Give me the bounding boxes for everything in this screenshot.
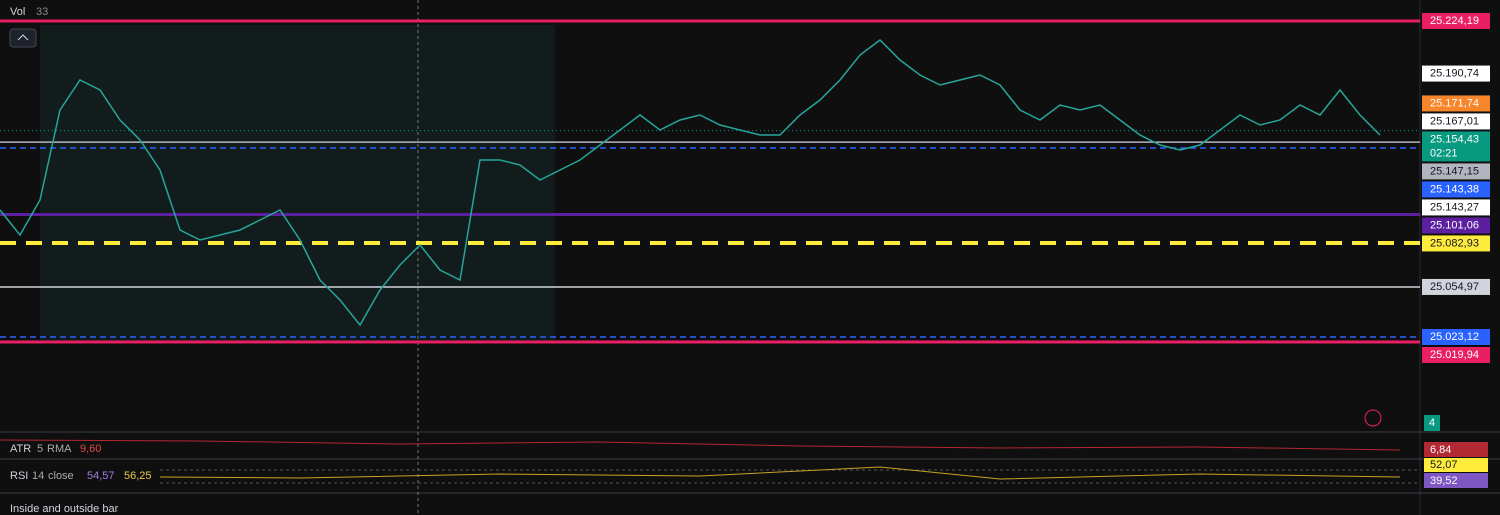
volume-axis-label: 4 bbox=[1429, 417, 1435, 429]
price-axis-label: 25.101,06 bbox=[1430, 219, 1479, 231]
vol-label: Vol bbox=[10, 6, 25, 18]
price-axis-label: 25.082,93 bbox=[1430, 237, 1479, 249]
price-axis-label: 25.054,97 bbox=[1430, 281, 1479, 293]
price-axis-badge bbox=[1422, 131, 1490, 162]
price-axis-badge bbox=[1422, 163, 1490, 180]
atr-length: 5 bbox=[37, 443, 43, 455]
price-axis-label: 25.023,12 bbox=[1430, 331, 1479, 343]
price-axis-badge bbox=[1422, 181, 1490, 198]
price-axis-badge bbox=[1422, 199, 1490, 216]
collapse-button[interactable] bbox=[9, 28, 37, 48]
rsi-length: 14 bbox=[32, 470, 44, 482]
price-axis-label: 25.147,15 bbox=[1430, 165, 1479, 177]
collapse-icon bbox=[17, 34, 29, 41]
rsi-axis-badge bbox=[1424, 473, 1488, 488]
price-axis-badge bbox=[1422, 113, 1490, 130]
price-line bbox=[0, 39, 1381, 327]
atr-value: 9,60 bbox=[80, 443, 101, 455]
atr-type: RMA bbox=[47, 443, 72, 455]
price-axis-badge bbox=[1422, 278, 1490, 295]
rsi-name: RSI bbox=[10, 470, 28, 482]
price-axis-label: 25.143,27 bbox=[1430, 201, 1479, 213]
alert-icon[interactable] bbox=[1364, 409, 1382, 427]
rsi-line bbox=[159, 466, 1401, 480]
volume-axis-badge bbox=[1424, 415, 1440, 431]
price-axis-badge bbox=[1422, 95, 1490, 112]
price-axis-badge bbox=[1422, 329, 1490, 346]
price-axis-badge bbox=[1422, 217, 1490, 234]
atr-line bbox=[0, 439, 1401, 451]
rsi-value-a: 54,57 bbox=[87, 470, 115, 482]
atr-axis-badge bbox=[1424, 442, 1488, 457]
price-axis-label: 25.171,74 bbox=[1430, 97, 1479, 109]
vol-value: 33 bbox=[36, 6, 48, 18]
atr-name: ATR bbox=[10, 443, 31, 455]
price-axis-label: 25.154,43 bbox=[1430, 133, 1479, 145]
rsi-value-b: 56,25 bbox=[124, 470, 152, 482]
atr-legend: ATR 5 RMA 9,60 bbox=[10, 443, 101, 455]
session-shade bbox=[40, 25, 555, 343]
atr-axis-label: 6,84 bbox=[1430, 444, 1451, 456]
price-axis-label: 25.167,01 bbox=[1430, 115, 1479, 127]
price-axis-badge bbox=[1422, 347, 1490, 364]
rsi-axis-badge bbox=[1424, 458, 1488, 472]
price-axis-label: 25.019,94 bbox=[1430, 349, 1479, 361]
price-axis-badge bbox=[1422, 65, 1490, 82]
rsi-axis-label: 39,52 bbox=[1430, 475, 1458, 487]
rsi-source: close bbox=[48, 470, 74, 482]
price-axis-label: 25.190,74 bbox=[1430, 67, 1479, 79]
indicator-caption: Inside and outside bar bbox=[10, 503, 119, 515]
countdown-label: 02:21 bbox=[1430, 147, 1458, 159]
price-axis-label: 25.224,19 bbox=[1430, 15, 1479, 27]
price-axis-badge bbox=[1422, 235, 1490, 252]
price-axis-label: 25.143,38 bbox=[1430, 183, 1479, 195]
rsi-axis-label: 52,07 bbox=[1430, 459, 1458, 471]
price-axis-badge bbox=[1422, 13, 1490, 29]
